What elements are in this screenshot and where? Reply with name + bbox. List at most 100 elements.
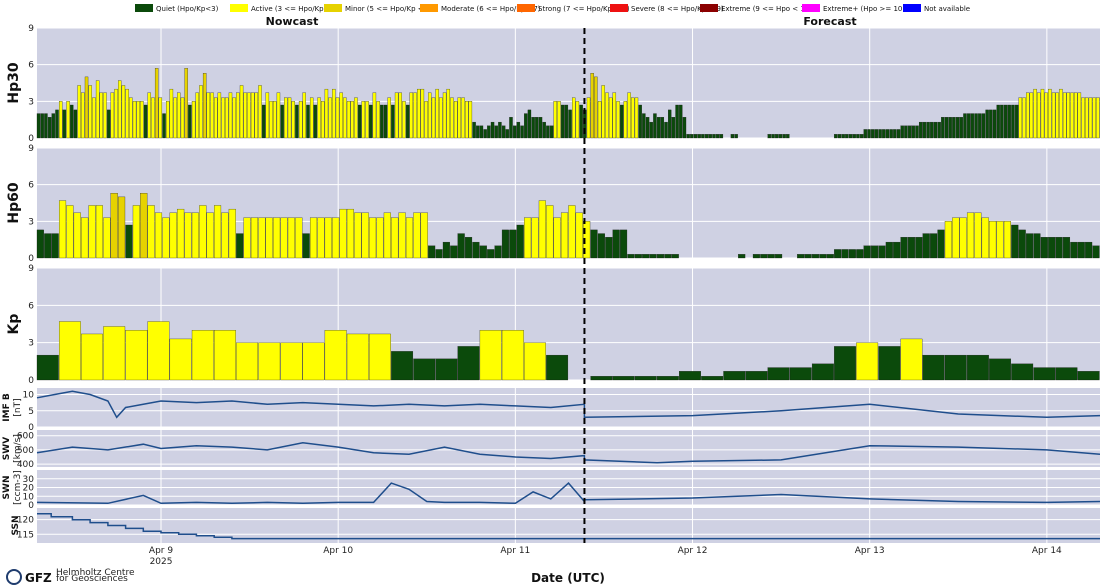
bar — [509, 229, 517, 259]
bar — [298, 101, 303, 139]
logo-line2: for Geosciences — [56, 574, 128, 584]
y-tick-label: 5 — [28, 407, 34, 417]
bar — [151, 97, 155, 139]
bar — [845, 134, 849, 139]
bar — [180, 97, 185, 139]
bar — [369, 104, 373, 139]
legend-swatch — [903, 4, 921, 12]
bar — [1062, 92, 1067, 139]
bar — [645, 117, 650, 139]
bar — [1040, 88, 1045, 139]
bar — [634, 376, 657, 381]
bar — [202, 73, 207, 139]
bar — [856, 342, 879, 381]
bar — [1055, 367, 1078, 381]
bar — [590, 73, 594, 139]
bar — [210, 92, 214, 139]
bar — [166, 101, 170, 139]
bar — [442, 92, 447, 139]
bar — [915, 237, 923, 259]
bar — [479, 245, 487, 259]
bar — [450, 97, 454, 139]
y-axis-unit: [km/s] — [13, 434, 23, 463]
bar — [162, 113, 166, 139]
y-axis-unit: [nT] — [13, 398, 23, 416]
bar — [782, 134, 786, 139]
bar — [915, 125, 919, 139]
bar — [693, 134, 698, 139]
logo-text: GFZ — [25, 571, 52, 585]
bar — [841, 134, 845, 139]
series-line — [36, 390, 1100, 419]
logo-icon — [6, 569, 22, 585]
bar — [524, 217, 532, 259]
bar — [295, 104, 299, 139]
y-axis-label: Kp — [6, 314, 22, 335]
bar — [590, 376, 613, 381]
bar — [136, 101, 140, 139]
bar — [457, 233, 465, 259]
bar — [738, 254, 746, 259]
bar — [863, 245, 871, 259]
bar — [243, 217, 251, 259]
bar — [88, 85, 92, 139]
bar — [487, 125, 491, 139]
y-tick-label: 6 — [28, 61, 34, 71]
bar — [1026, 233, 1034, 259]
bar — [708, 134, 712, 139]
legend-label: Quiet (Hpo/Kp<3) — [156, 5, 219, 13]
y-tick-label: 20 — [23, 484, 35, 494]
bar — [354, 212, 362, 259]
bar — [413, 358, 436, 381]
panel-imfb: 0 5 10 IMF B [nT] — [2, 388, 1100, 433]
bar — [380, 104, 384, 139]
bar — [848, 249, 856, 259]
y-axis-label: Hp60 — [6, 182, 22, 223]
bar — [1092, 97, 1096, 139]
bar — [1059, 88, 1063, 139]
bar — [58, 321, 81, 381]
bar — [671, 117, 676, 139]
legend-label: Extreme (9 <= Hpo < 10) — [721, 5, 812, 13]
series-line — [36, 442, 1100, 464]
bar — [405, 217, 414, 259]
bar — [472, 241, 480, 259]
bar — [1070, 92, 1074, 139]
bar — [140, 193, 148, 259]
bar — [992, 109, 997, 139]
bar — [885, 129, 890, 139]
bar — [125, 330, 148, 381]
bar — [524, 113, 528, 139]
bar — [520, 125, 524, 139]
bar — [369, 217, 377, 259]
x-tick-label: Apr 14 — [1032, 546, 1062, 556]
bar — [66, 101, 70, 139]
legend-swatch — [700, 4, 718, 12]
legend-swatch — [324, 4, 342, 12]
bar — [173, 97, 177, 139]
bar — [948, 117, 952, 139]
bar — [309, 97, 314, 139]
y-tick-label: 400 — [17, 460, 34, 470]
bar — [417, 88, 421, 139]
bar — [789, 367, 812, 381]
bar — [243, 92, 247, 139]
bar — [937, 229, 945, 259]
bar — [826, 254, 834, 259]
panel-swv: 400 500 600 SWV [km/s] — [2, 430, 1100, 470]
bar — [509, 117, 513, 139]
bar — [302, 92, 306, 139]
legend-label: Strong (7 <= Hpo/Kp < 8) — [538, 5, 630, 13]
legend-swatch — [802, 4, 820, 12]
y-axis-label: IMF B — [2, 393, 12, 422]
bar — [191, 101, 196, 139]
bar — [926, 121, 930, 139]
x-tick-label: Apr 12 — [678, 546, 708, 556]
bar — [1011, 104, 1015, 139]
bar — [834, 134, 838, 139]
bar — [638, 104, 642, 139]
bar — [265, 217, 273, 259]
x-tick-sublabel: 2025 — [150, 557, 173, 567]
bar — [461, 97, 465, 139]
bar — [317, 217, 325, 259]
